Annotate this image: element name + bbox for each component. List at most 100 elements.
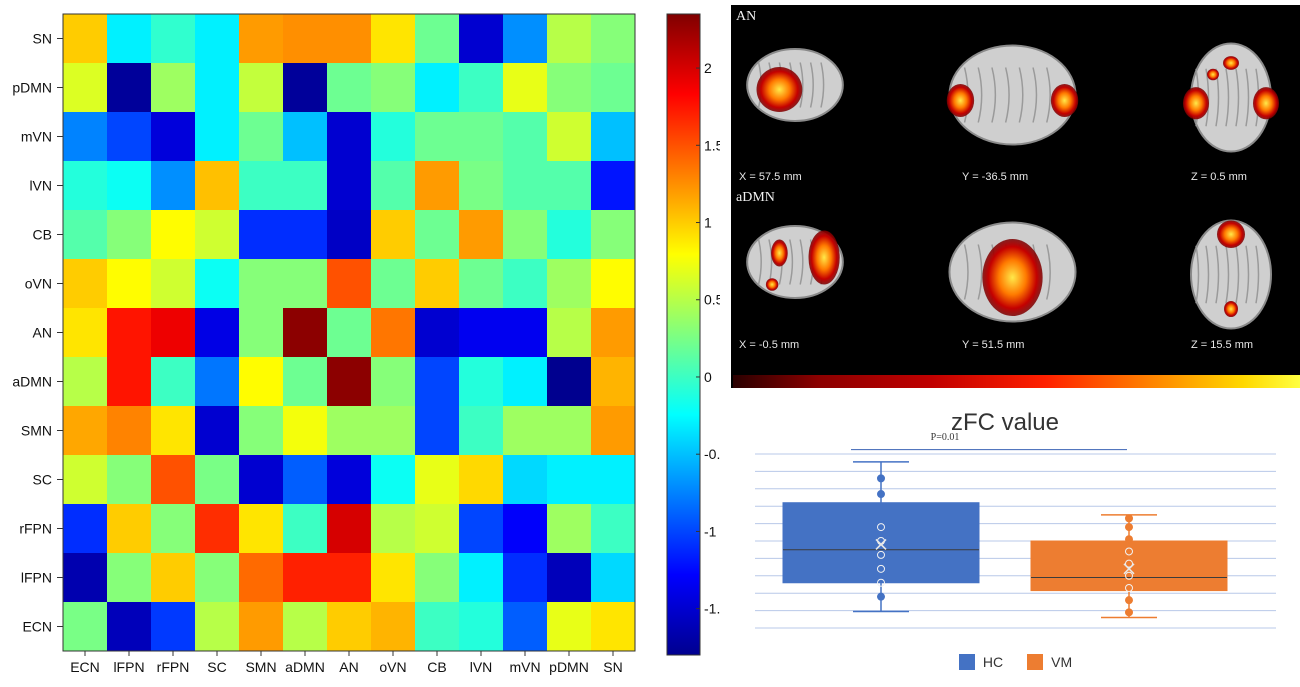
heatmap-cell-SN-CB: [415, 14, 460, 64]
boxplot-point-HC: [877, 523, 885, 532]
heatmap-cell-rFPN-lVN: [459, 504, 504, 554]
heatmap-cell-aDMN-SC: [195, 357, 240, 407]
heatmap-cell-aDMN-SN: [591, 357, 636, 407]
brain-slice-coordinate: X = -0.5 mm: [739, 339, 800, 351]
heatmap-cell-SMN-rFPN: [151, 406, 196, 456]
heatmap-cell-ECN-oVN: [371, 602, 416, 652]
heatmap-cell-lFPN-rFPN: [151, 553, 196, 603]
heatmap-cell-CB-oVN: [371, 210, 416, 260]
heatmap-col-label: aDMN: [285, 659, 325, 675]
heatmap-cell-pDMN-pDMN: [547, 63, 592, 113]
heatmap-cell-aDMN-ECN: [63, 357, 108, 407]
heatmap-cell-pDMN-SC: [195, 63, 240, 113]
heatmap-cell-AN-pDMN: [547, 308, 592, 358]
heatmap-cell-mVN-lFPN: [107, 112, 152, 162]
heatmap-cell-aDMN-pDMN: [547, 357, 592, 407]
brain-slice-coronal: [944, 40, 1081, 155]
heatmap-cell-rFPN-lFPN: [107, 504, 152, 554]
heatmap-cell-mVN-SMN: [239, 112, 284, 162]
heatmap-cell-pDMN-aDMN: [283, 63, 328, 113]
heatmap-cell-oVN-CB: [415, 259, 460, 309]
heatmap-row-label: SMN: [21, 423, 52, 439]
heatmap-cell-rFPN-SMN: [239, 504, 284, 554]
heatmap-row-label: mVN: [21, 129, 52, 145]
brain-network-label: AN: [736, 9, 757, 24]
legend-label: VM: [1051, 654, 1073, 670]
heatmap-cell-lVN-AN: [327, 161, 372, 211]
boxplot-point-VM: [1125, 514, 1133, 523]
boxplot-point-HC: [877, 474, 885, 483]
heatmap-cell-rFPN-ECN: [63, 504, 108, 554]
heatmap-cell-SC-ECN: [63, 455, 108, 505]
heatmap-cell-lFPN-SN: [591, 553, 636, 603]
heatmap-cell-ECN-SMN: [239, 602, 284, 652]
heatmap-cell-mVN-mVN: [503, 112, 548, 162]
heatmap-cell-rFPN-SC: [195, 504, 240, 554]
colorbar-tick-label: -1: [704, 523, 717, 539]
heatmap-cell-CB-AN: [327, 210, 372, 260]
heatmap-cell-CB-aDMN: [283, 210, 328, 260]
heatmap-cell-SN-ECN: [63, 14, 108, 64]
heatmap-cell-pDMN-rFPN: [151, 63, 196, 113]
heatmap-cell-mVN-lVN: [459, 112, 504, 162]
heatmap-cell-pDMN-lFPN: [107, 63, 152, 113]
heatmap-cell-AN-mVN: [503, 308, 548, 358]
heatmap-cell-SC-CB: [415, 455, 460, 505]
heatmap-cell-lVN-ECN: [63, 161, 108, 211]
boxplot-point-VM: [1125, 571, 1133, 580]
heatmap-cell-AN-lVN: [459, 308, 504, 358]
boxplot-box-VM: [1030, 540, 1228, 592]
heatmap-row-label: lVN: [29, 178, 52, 194]
legend-entry: HC: [958, 654, 1003, 670]
heatmap-cell-SMN-SMN: [239, 406, 284, 456]
heatmap-frame: [62, 13, 636, 652]
heatmap-cell-oVN-AN: [327, 259, 372, 309]
boxplot-title: zFC value: [951, 409, 1059, 436]
brain-slice-coordinate: X = 57.5 mm: [739, 171, 802, 183]
boxplot-point-VM: [1125, 535, 1133, 544]
heatmap-row-label: rFPN: [19, 521, 52, 537]
heatmap-cell-lFPN-SMN: [239, 553, 284, 603]
heatmap-row-label: AN: [33, 325, 52, 341]
heatmap-cell-SN-oVN: [371, 14, 416, 64]
heatmap-cell-lVN-SC: [195, 161, 240, 211]
heatmap-cell-CB-lFPN: [107, 210, 152, 260]
heatmap-cell-oVN-aDMN: [283, 259, 328, 309]
heatmap-cell-lVN-rFPN: [151, 161, 196, 211]
heatmap-cell-lFPN-pDMN: [547, 553, 592, 603]
heatmap-cell-lVN-lFPN: [107, 161, 152, 211]
heatmap-cell-lFPN-CB: [415, 553, 460, 603]
heatmap-cell-lVN-aDMN: [283, 161, 328, 211]
zfc-boxplot-panel: zFC value P=0.01 HC VM: [731, 398, 1300, 682]
heatmap-cell-SC-SN: [591, 455, 636, 505]
heatmap-cell-AN-SC: [195, 308, 240, 358]
boxplot-box-HC: [782, 502, 980, 584]
heatmap-cell-mVN-oVN: [371, 112, 416, 162]
heatmap-cell-oVN-rFPN: [151, 259, 196, 309]
heatmap-cell-CB-SC: [195, 210, 240, 260]
heatmap-cell-AN-SN: [591, 308, 636, 358]
heatmap-cell-ECN-AN: [327, 602, 372, 652]
brain-slice-coordinate: Y = -36.5 mm: [962, 171, 1029, 183]
heatmap-cell-oVN-SMN: [239, 259, 284, 309]
heatmap-col-label: lVN: [470, 659, 493, 675]
heatmap-cell-SMN-oVN: [371, 406, 416, 456]
heatmap-cell-SN-lVN: [459, 14, 504, 64]
heatmap-cell-oVN-SN: [591, 259, 636, 309]
heatmap-cell-AN-aDMN: [283, 308, 328, 358]
heatmap-cell-aDMN-rFPN: [151, 357, 196, 407]
activation-colorbar: [733, 375, 1300, 388]
heatmap-cell-aDMN-mVN: [503, 357, 548, 407]
heatmap-cell-SN-AN: [327, 14, 372, 64]
boxplot-point-VM: [1125, 596, 1133, 605]
heatmap-cell-oVN-lVN: [459, 259, 504, 309]
boxplot-point-VM: [1125, 608, 1133, 617]
colorbar-tick-label: 1: [704, 215, 712, 231]
connectivity-heatmap-panel: SN pDMN mVN lVN CB oVN AN aDMN SMN SC rFPN lFPN ECN …: [12, 13, 728, 675]
heatmap-cell-SC-oVN: [371, 455, 416, 505]
heatmap-cell-SMN-aDMN: [283, 406, 328, 456]
heatmap-cell-SN-pDMN: [547, 14, 592, 64]
heatmap-row-label: SC: [33, 472, 52, 488]
heatmap-cell-CB-lVN: [459, 210, 504, 260]
heatmap-cell-AN-CB: [415, 308, 460, 358]
